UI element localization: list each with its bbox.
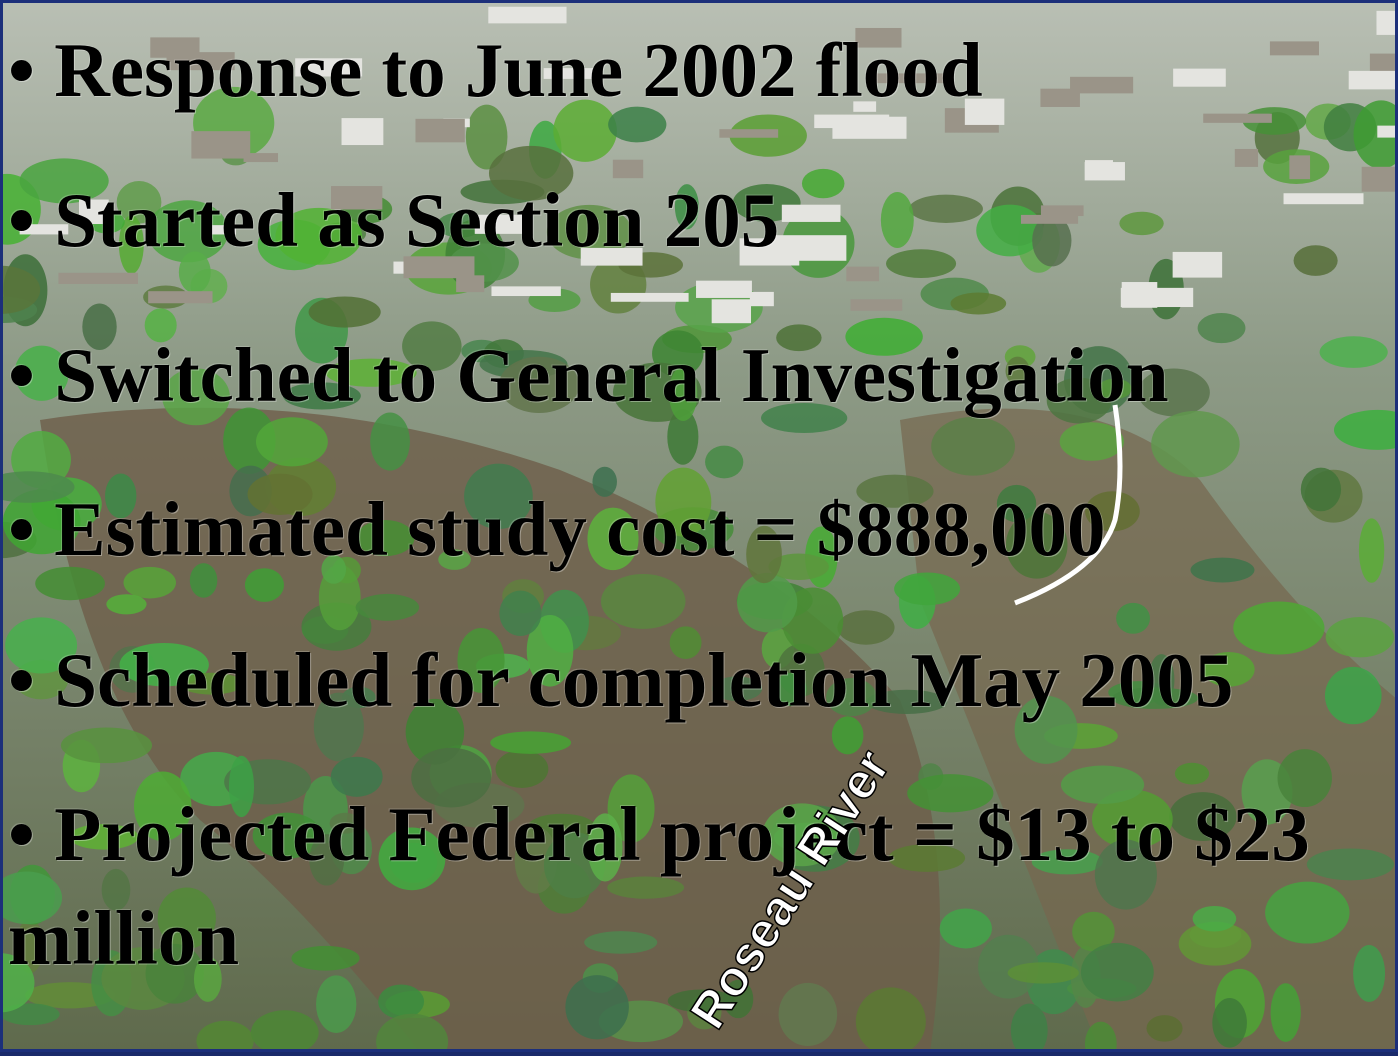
building	[611, 293, 689, 302]
building	[415, 119, 464, 143]
bullet: • Estimated study cost = $888,000	[8, 477, 1388, 581]
building	[712, 299, 751, 323]
building	[1377, 126, 1398, 138]
building	[696, 281, 752, 298]
building	[191, 131, 250, 158]
bullet: • Scheduled for completion May 2005	[8, 628, 1388, 732]
slide: • Response to June 2002 flood • Started a…	[0, 0, 1398, 1052]
bullet: • Switched to General Investigation	[8, 323, 1388, 427]
building	[491, 286, 560, 296]
tree	[779, 983, 838, 1046]
tree	[356, 594, 419, 621]
tree	[490, 731, 571, 753]
tree	[61, 728, 152, 764]
tree	[951, 292, 1007, 314]
bullet: • Projected Federal project = $13 to $23…	[8, 782, 1388, 990]
tree	[1271, 983, 1301, 1042]
building	[456, 275, 484, 292]
tree	[1060, 422, 1124, 461]
building	[58, 273, 138, 284]
tree	[1212, 998, 1247, 1048]
building	[750, 292, 774, 306]
tree	[705, 446, 743, 479]
building	[148, 291, 212, 303]
tree	[106, 594, 146, 614]
bullet: • Started as Section 205	[8, 168, 1388, 272]
tree	[1146, 1015, 1182, 1041]
tree	[601, 574, 686, 629]
building	[1235, 149, 1258, 167]
building	[1121, 288, 1193, 307]
bullet: • Response to June 2002 flood	[8, 18, 1388, 122]
building	[719, 129, 778, 138]
building	[342, 118, 384, 145]
building	[851, 299, 903, 311]
